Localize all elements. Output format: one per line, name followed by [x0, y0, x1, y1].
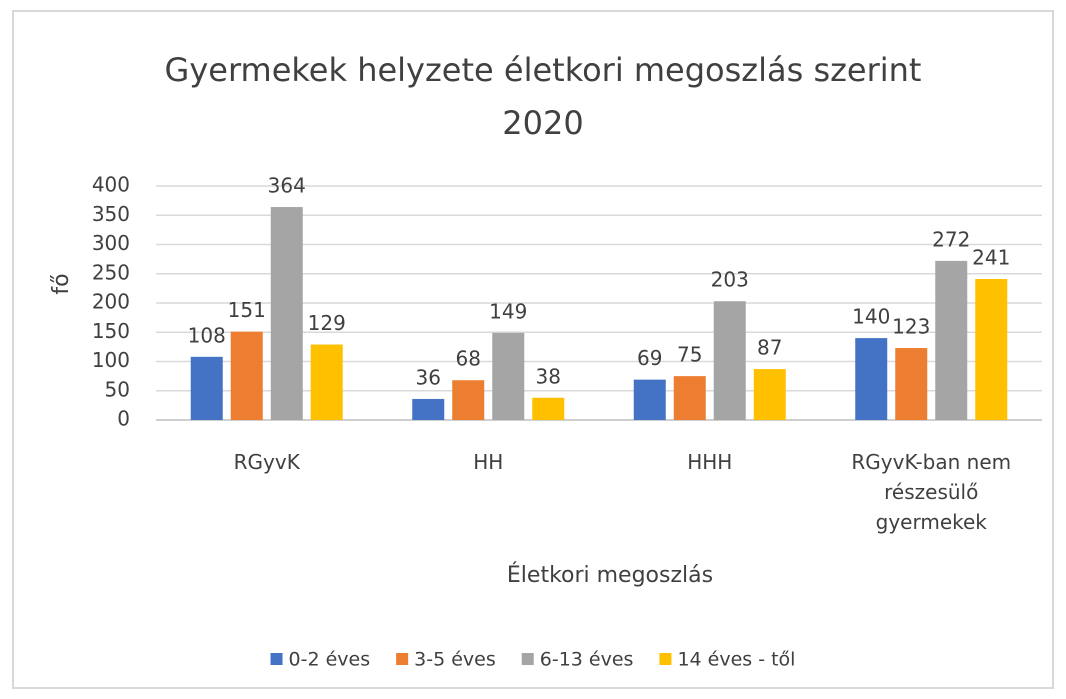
value-label: 68: [456, 347, 481, 371]
value-label: 38: [536, 364, 561, 388]
bar: [673, 376, 706, 420]
y-tick-label: 150: [92, 319, 130, 343]
bar: [753, 369, 786, 420]
value-label: 129: [308, 311, 346, 335]
legend-swatch: [270, 653, 283, 665]
value-label: 69: [637, 346, 662, 370]
y-tick-label: 300: [92, 231, 130, 255]
bar: [713, 301, 746, 420]
legend-swatch: [396, 653, 409, 665]
value-label: 364: [268, 174, 306, 198]
bar: [935, 260, 968, 420]
chart-title: Gyermekek helyzete életkori megoszlás sz…: [165, 51, 922, 89]
x-axis-label: Életkori megoszlás: [507, 562, 713, 588]
legend-label: 3-5 éves: [414, 649, 496, 671]
value-label: 272: [932, 227, 970, 251]
x-tick-label: HH: [473, 450, 504, 474]
y-tick-label: 200: [92, 290, 130, 314]
legend-label: 6-13 éves: [540, 649, 634, 671]
value-label: 151: [228, 298, 266, 322]
y-tick-label: 250: [92, 260, 130, 284]
y-tick-label: 400: [92, 173, 130, 197]
bar: [230, 331, 263, 420]
legend-label: 0-2 éves: [289, 649, 371, 671]
bar: [270, 207, 303, 420]
y-tick-label: 350: [92, 202, 130, 226]
value-label: 241: [972, 246, 1010, 270]
y-tick-label: 0: [117, 407, 130, 431]
legend-swatch: [659, 653, 672, 665]
x-tick-label: HHH: [687, 450, 733, 474]
bar: [633, 379, 666, 420]
x-tick-label: RGyvK-ban nem részesülő gyermekek: [851, 450, 1012, 534]
value-label: 203: [711, 268, 749, 292]
bar: [452, 380, 485, 420]
bar: [975, 279, 1008, 420]
y-tick-label: 50: [105, 377, 130, 401]
value-label: 87: [757, 336, 782, 360]
value-label: 36: [416, 365, 441, 389]
value-label: 149: [489, 299, 527, 323]
value-label: 140: [852, 305, 890, 329]
y-axis-label: fő: [49, 273, 74, 294]
bar: [412, 398, 445, 420]
legend-swatch: [521, 653, 534, 665]
value-label: 108: [188, 323, 226, 347]
bar: [855, 338, 888, 420]
y-tick-label: 100: [92, 348, 130, 372]
value-label: 75: [677, 343, 702, 367]
x-tick-label: RGyvK: [233, 450, 300, 474]
bar: [492, 332, 525, 420]
bar: [895, 348, 928, 420]
bar: [310, 344, 343, 420]
bar: [190, 356, 223, 420]
legend-label: 14 éves - től: [677, 649, 795, 671]
bar: [532, 397, 565, 420]
chart-title: 2020: [502, 104, 583, 142]
value-label: 123: [892, 315, 930, 339]
